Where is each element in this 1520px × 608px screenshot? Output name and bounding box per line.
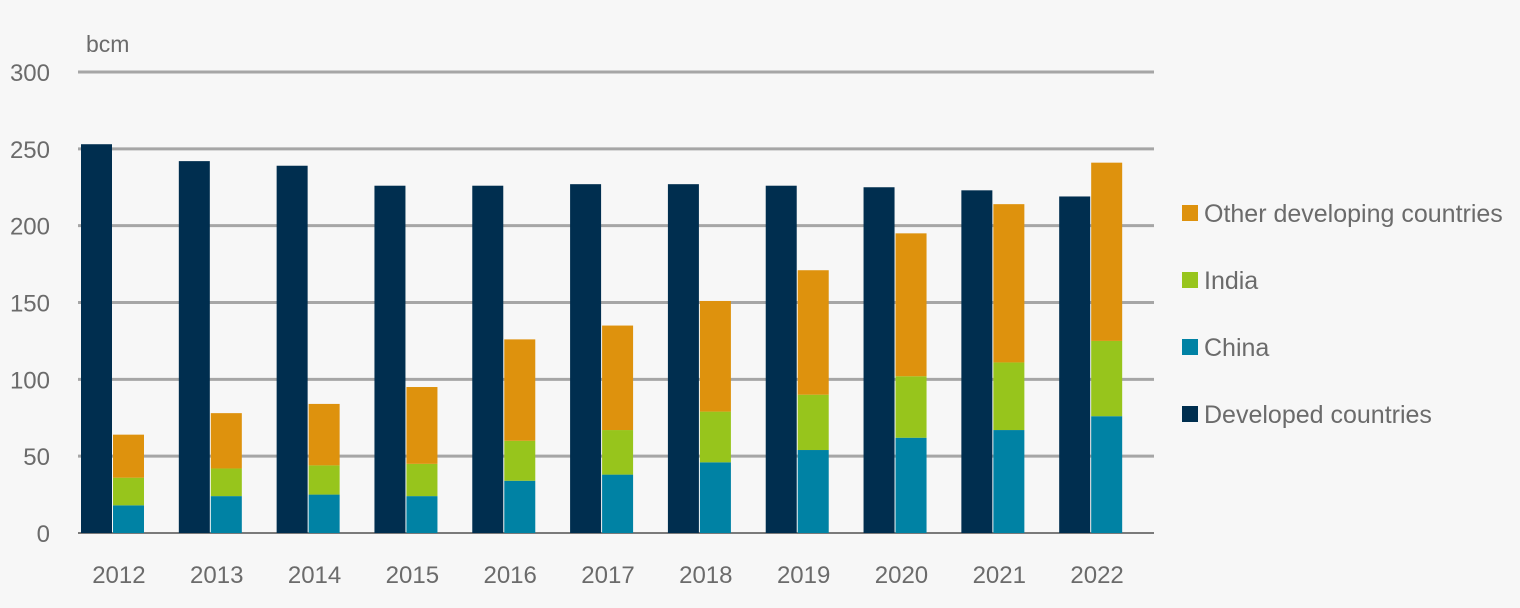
bar-segment-india-2012 bbox=[113, 477, 144, 506]
legend-swatch bbox=[1182, 205, 1198, 221]
bar-segment-other-developing-countries-2012 bbox=[113, 434, 144, 478]
y-tick-label: 200 bbox=[10, 214, 50, 241]
x-tick-label: 2015 bbox=[386, 562, 439, 589]
bar-segment-china-2022 bbox=[1091, 416, 1123, 533]
y-tick-label: 50 bbox=[23, 444, 50, 471]
bar-segment-other-developing-countries-2021 bbox=[993, 204, 1025, 363]
x-tick-label: 2021 bbox=[973, 562, 1026, 589]
x-tick-label: 2018 bbox=[679, 562, 732, 589]
legend-label: China bbox=[1204, 334, 1269, 362]
x-tick-label: 2020 bbox=[875, 562, 928, 589]
bar-segment-other-developing-countries-2020 bbox=[895, 233, 927, 377]
bar-segment-india-2021 bbox=[993, 362, 1025, 431]
bar-developed-countries-2021 bbox=[961, 190, 993, 533]
x-tick-label: 2012 bbox=[92, 562, 145, 589]
bar-segment-china-2013 bbox=[210, 496, 242, 533]
bar-segment-china-2014 bbox=[308, 494, 340, 533]
bar-developed-countries-2015 bbox=[374, 185, 406, 534]
bar-segment-other-developing-countries-2013 bbox=[210, 413, 242, 469]
bar-segment-india-2016 bbox=[504, 440, 536, 481]
x-tick-label: 2013 bbox=[190, 562, 243, 589]
legend-swatch bbox=[1182, 406, 1198, 422]
bar-segment-other-developing-countries-2015 bbox=[406, 387, 438, 464]
bar-developed-countries-2017 bbox=[570, 184, 602, 533]
x-tick-label: 2022 bbox=[1070, 562, 1123, 589]
bar-segment-other-developing-countries-2016 bbox=[504, 339, 536, 441]
bar-developed-countries-2013 bbox=[178, 161, 210, 534]
bar-segment-china-2015 bbox=[406, 496, 438, 533]
bar-segment-india-2014 bbox=[308, 465, 340, 495]
legend-swatch bbox=[1182, 339, 1198, 355]
bar-segment-india-2018 bbox=[699, 411, 731, 463]
bar-segment-india-2015 bbox=[406, 463, 438, 497]
bar-segment-other-developing-countries-2014 bbox=[308, 403, 340, 466]
bar-segment-india-2019 bbox=[797, 394, 829, 451]
y-tick-label: 150 bbox=[10, 291, 50, 318]
bar-developed-countries-2012 bbox=[81, 144, 112, 533]
bar-segment-india-2022 bbox=[1091, 340, 1123, 417]
bar-segment-china-2017 bbox=[602, 474, 634, 533]
bar-developed-countries-2019 bbox=[765, 185, 797, 534]
bar-segment-other-developing-countries-2017 bbox=[602, 325, 634, 431]
bar-segment-china-2020 bbox=[895, 437, 927, 533]
bar-developed-countries-2016 bbox=[472, 185, 504, 534]
bar-segment-other-developing-countries-2019 bbox=[797, 270, 829, 395]
y-tick-label: 300 bbox=[10, 60, 50, 87]
y-tick-label: 250 bbox=[10, 137, 50, 164]
bar-segment-india-2017 bbox=[602, 430, 634, 475]
legend-label: India bbox=[1204, 267, 1258, 295]
x-tick-label: 2014 bbox=[288, 562, 341, 589]
y-tick-label: 0 bbox=[37, 521, 50, 548]
bar-developed-countries-2018 bbox=[667, 184, 699, 533]
legend: Other developing countries India China Deve… bbox=[1182, 200, 1503, 429]
y-tick-label: 100 bbox=[10, 367, 50, 394]
bar-segment-china-2021 bbox=[993, 430, 1025, 533]
legend-swatch bbox=[1182, 272, 1198, 288]
bar-segment-india-2013 bbox=[210, 468, 242, 497]
bar-segment-china-2012 bbox=[113, 505, 144, 533]
bars bbox=[81, 144, 1123, 534]
bar-developed-countries-2020 bbox=[863, 187, 895, 533]
y-axis-unit-label: bcm bbox=[86, 31, 129, 57]
bar-segment-other-developing-countries-2022 bbox=[1091, 162, 1123, 341]
bar-segment-india-2020 bbox=[895, 376, 927, 438]
bar-segment-china-2019 bbox=[797, 450, 829, 533]
x-tick-label: 2016 bbox=[483, 562, 536, 589]
bar-developed-countries-2014 bbox=[276, 165, 308, 533]
bar-developed-countries-2022 bbox=[1059, 196, 1091, 533]
x-tick-label: 2017 bbox=[581, 562, 634, 589]
x-tick-label: 2019 bbox=[777, 562, 830, 589]
axes: 0 50 100 150 200 250 300 2012 2013 2014 2015 2016 20… bbox=[10, 60, 1124, 589]
bar-segment-other-developing-countries-2018 bbox=[699, 300, 731, 412]
legend-label: Developed countries bbox=[1204, 401, 1432, 429]
legend-label: Other developing countries bbox=[1204, 200, 1503, 228]
bar-segment-china-2016 bbox=[504, 480, 536, 533]
bar-segment-china-2018 bbox=[699, 462, 731, 533]
